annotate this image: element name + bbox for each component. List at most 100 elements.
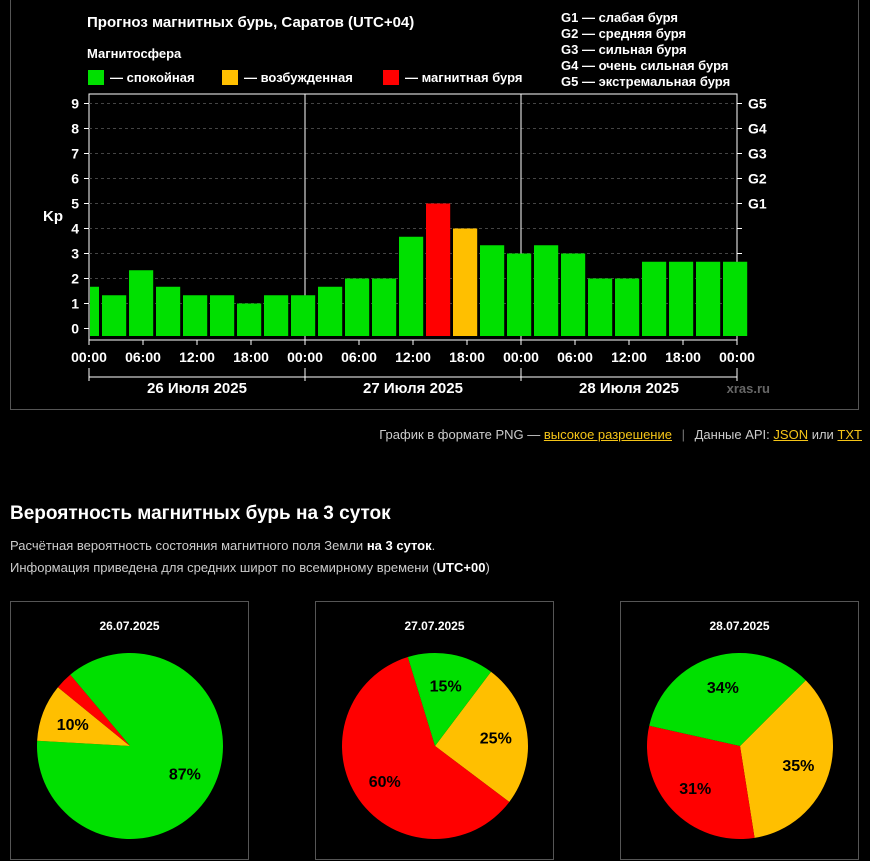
pie-slice — [740, 680, 834, 838]
pie-slice — [649, 653, 806, 746]
kp-bar — [90, 286, 99, 336]
legend-label: — магнитная буря — [405, 70, 522, 85]
y-tick-label: 9 — [71, 96, 79, 112]
pie-slice — [407, 652, 491, 746]
pie-slice-label: 31% — [679, 781, 711, 798]
info2-bold: UTC+00 — [436, 560, 486, 575]
legend-swatch — [383, 70, 399, 85]
info2-end: ) — [485, 560, 490, 575]
day-label: 27 Июля 2025 — [363, 380, 463, 397]
pie-date-day2: 27.07.2025 — [404, 619, 465, 633]
day-label: 28 Июля 2025 — [579, 380, 679, 397]
pie-card-day3: 28.07.2025 35% 31% 34% — [620, 601, 859, 860]
png-text: График в формате PNG — — [379, 427, 541, 442]
kp-bar — [291, 295, 316, 336]
y-tick-label: 3 — [71, 246, 79, 262]
pie-slice — [57, 674, 130, 746]
info1-bold: на 3 суток — [366, 538, 432, 553]
legend-label: — возбужденная — [244, 70, 353, 85]
g-tick-label: G4 — [748, 121, 767, 137]
kp-bar — [426, 203, 451, 336]
x-tick-label: 00:00 — [287, 349, 323, 365]
pie-slice-label: 87% — [169, 766, 201, 783]
x-tick-label: 00:00 — [719, 349, 755, 365]
y-tick-label: 4 — [71, 221, 79, 237]
x-tick-label: 18:00 — [233, 349, 269, 365]
kp-bar — [453, 228, 478, 336]
kp-bar — [237, 303, 262, 336]
info-line-1: Расчётная вероятность состояния магнитно… — [10, 538, 435, 553]
json-link[interactable]: JSON — [773, 427, 809, 442]
pie-slice-label: 60% — [369, 774, 401, 791]
kp-bar — [696, 261, 721, 336]
pie-slice-label: 15% — [430, 679, 462, 696]
chart-links: График в формате PNG — высокое разрешени… — [379, 427, 862, 442]
info1-text: Расчётная вероятность состояния магнитно… — [10, 538, 364, 553]
kp-bar — [399, 236, 424, 336]
x-tick-label: 12:00 — [179, 349, 215, 365]
g-tick-label: G3 — [748, 146, 767, 162]
kp-bar — [183, 295, 208, 336]
x-tick-label: 06:00 — [341, 349, 377, 365]
legend-swatch — [222, 70, 238, 85]
x-tick-label: 12:00 — [611, 349, 647, 365]
kp-bar — [129, 270, 154, 336]
kp-bar — [561, 253, 586, 336]
g-tick-label: G2 — [748, 171, 767, 187]
g-scale-item: G1 — слабая буря — [561, 10, 678, 25]
kp-bar — [156, 286, 181, 336]
kp-bar — [507, 253, 532, 336]
x-tick-label: 18:00 — [449, 349, 485, 365]
pie-slice-label: 35% — [782, 758, 814, 775]
pie-slice — [435, 671, 528, 802]
pie-slice-label: 25% — [480, 730, 512, 747]
pie-chart-day2: 25% 60% 15% — [342, 652, 528, 839]
kp-forecast-chart: Прогноз магнитных бурь, Саратов (UTC+04)… — [10, 0, 859, 410]
y-tick-label: 0 — [71, 321, 79, 337]
kp-bar — [372, 278, 397, 336]
kp-bar — [642, 261, 667, 336]
x-tick-label: 12:00 — [395, 349, 431, 365]
g-tick-label: G1 — [748, 196, 767, 212]
g-scale-item: G5 — экстремальная буря — [561, 74, 730, 89]
pie-date-day3: 28.07.2025 — [709, 619, 770, 633]
kp-bar — [588, 278, 613, 336]
x-tick-label: 18:00 — [665, 349, 701, 365]
y-tick-label: 5 — [71, 196, 79, 212]
kp-chart-svg: Прогноз магнитных бурь, Саратов (UTC+04)… — [43, 10, 770, 397]
g-scale-item: G4 — очень сильная буря — [561, 58, 728, 73]
day-label: 26 Июля 2025 — [147, 380, 247, 397]
pie-chart-day1: 87% 10% — [37, 652, 224, 839]
pie-date-day1: 26.07.2025 — [99, 619, 160, 633]
watermark: xras.ru — [727, 381, 770, 396]
x-tick-label: 00:00 — [503, 349, 539, 365]
pie-slice — [646, 725, 755, 840]
y-tick-label: 6 — [71, 171, 79, 187]
g-scale-item: G3 — сильная буря — [561, 42, 687, 57]
pie-card-day2: 27.07.2025 25% 60% 15% — [315, 601, 554, 860]
legend-label: — спокойная — [110, 70, 195, 85]
info1-end: . — [431, 538, 436, 553]
pie-slice — [342, 657, 510, 839]
legend-title: Магнитосфера — [87, 46, 182, 61]
info2-text: Информация приведена для средних широт п… — [10, 560, 437, 575]
kp-bar — [318, 286, 343, 336]
kp-bar — [723, 261, 748, 336]
hires-link[interactable]: высокое разрешение — [543, 427, 672, 442]
pie-slice-label: 10% — [57, 717, 89, 734]
pie-slice — [37, 652, 224, 839]
pie-slice-label: 34% — [707, 680, 739, 697]
y-axis-label: Kp — [43, 208, 63, 225]
kp-bar — [210, 295, 235, 336]
kp-bar — [615, 278, 640, 336]
x-tick-label: 06:00 — [125, 349, 161, 365]
legend-swatch — [88, 70, 104, 85]
kp-bar — [480, 245, 505, 336]
y-tick-label: 7 — [71, 146, 79, 162]
links-separator: | — [681, 427, 685, 442]
kp-bar — [264, 295, 289, 336]
pie-chart-day3: 35% 31% 34% — [646, 653, 834, 840]
g-scale-item: G2 — средняя буря — [561, 26, 686, 41]
kp-bar — [345, 278, 370, 336]
txt-link[interactable]: TXT — [837, 427, 862, 442]
